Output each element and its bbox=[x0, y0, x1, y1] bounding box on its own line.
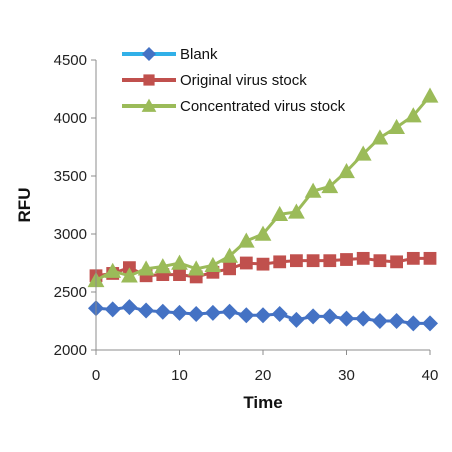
y-axis-ticks: 2000 2500 3000 3500 4000 4500 bbox=[54, 52, 96, 359]
y-tick-label: 3000 bbox=[54, 226, 87, 243]
data-point bbox=[390, 255, 403, 269]
legend-item: Concentrated virus stock bbox=[122, 98, 346, 115]
data-point bbox=[104, 301, 121, 318]
x-tick-label: 30 bbox=[338, 367, 355, 384]
y-tick-label: 2500 bbox=[54, 284, 87, 301]
y-tick-label: 2000 bbox=[54, 342, 87, 359]
x-tick-label: 40 bbox=[422, 367, 439, 384]
data-point bbox=[422, 315, 438, 332]
data-point bbox=[187, 260, 205, 276]
data-point bbox=[271, 306, 288, 323]
plot-area bbox=[87, 87, 439, 332]
data-point bbox=[256, 257, 270, 271]
data-point bbox=[340, 253, 353, 266]
data-point bbox=[221, 247, 238, 263]
data-point bbox=[255, 307, 271, 324]
data-point bbox=[373, 254, 387, 268]
data-point bbox=[239, 256, 253, 270]
data-point bbox=[304, 182, 322, 198]
data-point bbox=[121, 267, 138, 283]
data-point bbox=[204, 304, 221, 321]
x-tick-label: 0 bbox=[92, 367, 100, 384]
data-point bbox=[221, 303, 238, 320]
data-point bbox=[138, 302, 155, 319]
data-point bbox=[288, 203, 305, 219]
series-0 bbox=[88, 299, 438, 332]
data-point bbox=[404, 107, 422, 123]
data-point bbox=[290, 254, 303, 268]
data-point bbox=[371, 129, 389, 145]
data-point bbox=[371, 313, 388, 329]
data-point bbox=[171, 304, 188, 321]
data-point bbox=[355, 310, 372, 327]
data-point bbox=[288, 311, 305, 328]
data-point bbox=[173, 268, 186, 281]
data-point bbox=[104, 262, 122, 278]
y-tick-label: 4500 bbox=[54, 52, 87, 69]
legend: Blank Original virus stock Concentrated vi… bbox=[122, 46, 346, 115]
data-point bbox=[254, 225, 272, 241]
data-point bbox=[406, 251, 420, 265]
legend-label: Original virus stock bbox=[180, 72, 307, 89]
legend-swatch-marker bbox=[143, 74, 155, 86]
x-tick-label: 20 bbox=[255, 367, 272, 384]
legend-label: Concentrated virus stock bbox=[180, 98, 346, 115]
data-point bbox=[188, 306, 205, 323]
data-point bbox=[388, 118, 405, 134]
data-point bbox=[121, 299, 138, 316]
x-axis-ticks: 0 10 20 30 40 bbox=[92, 350, 439, 384]
data-point bbox=[305, 308, 322, 325]
data-point bbox=[423, 251, 437, 265]
data-point bbox=[271, 205, 289, 221]
data-point bbox=[356, 251, 370, 265]
x-axis-title: Time bbox=[243, 393, 282, 412]
legend-swatch-marker bbox=[141, 98, 157, 112]
data-point bbox=[154, 303, 171, 320]
data-point bbox=[137, 260, 155, 276]
data-point bbox=[237, 232, 255, 248]
data-point bbox=[306, 254, 320, 268]
legend-item: Blank bbox=[122, 46, 218, 63]
data-point bbox=[338, 162, 355, 179]
series-2 bbox=[87, 87, 439, 288]
data-point bbox=[405, 315, 422, 332]
legend-item: Original virus stock bbox=[122, 72, 307, 89]
legend-label: Blank bbox=[180, 46, 218, 63]
data-point bbox=[171, 254, 188, 270]
series-1 bbox=[89, 251, 437, 284]
data-point bbox=[354, 145, 372, 161]
data-point bbox=[273, 255, 287, 269]
series-line bbox=[95, 94, 432, 282]
data-point bbox=[321, 178, 339, 194]
data-point bbox=[338, 310, 355, 327]
legend-swatch-marker bbox=[142, 47, 156, 61]
data-point bbox=[204, 256, 222, 273]
y-axis-title: RFU bbox=[15, 188, 34, 223]
data-point bbox=[223, 262, 236, 276]
data-point bbox=[421, 87, 439, 103]
data-point bbox=[323, 254, 337, 268]
x-tick-label: 10 bbox=[171, 367, 188, 384]
data-point bbox=[321, 308, 338, 325]
data-point bbox=[388, 313, 405, 329]
data-point bbox=[238, 307, 255, 324]
data-point bbox=[154, 258, 172, 274]
y-tick-label: 4000 bbox=[54, 110, 87, 127]
y-tick-label: 3500 bbox=[54, 168, 87, 185]
